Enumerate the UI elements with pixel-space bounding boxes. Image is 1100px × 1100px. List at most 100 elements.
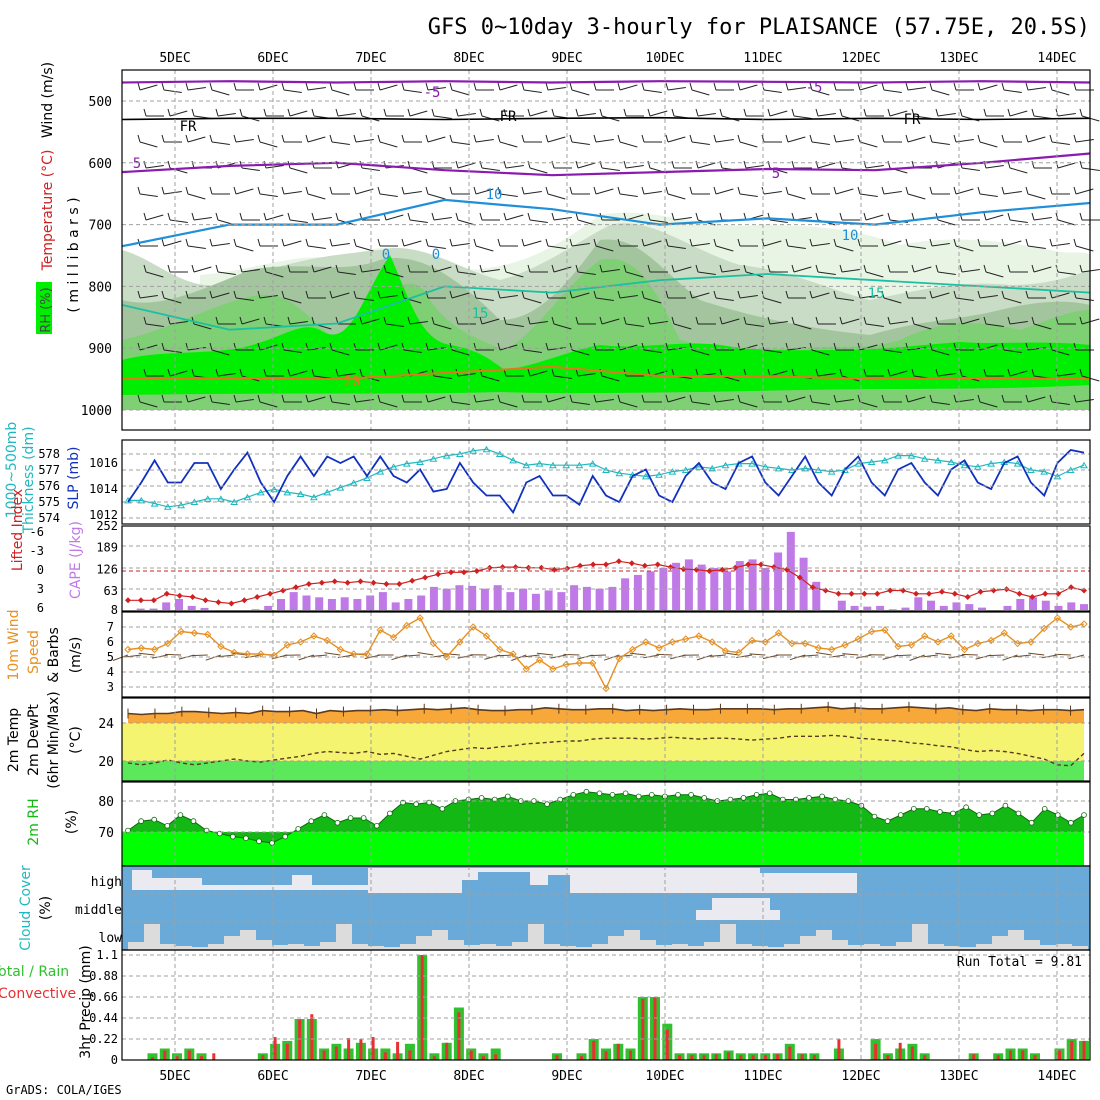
y-axis-label-speed: Speed xyxy=(26,630,42,674)
wind-barb-flag xyxy=(953,186,957,195)
lifted-index-point xyxy=(745,561,752,568)
wind-barb-flag xyxy=(167,368,171,377)
wind-barb-flag xyxy=(161,290,165,299)
wind-barb-flag xyxy=(857,290,861,299)
wind-speed-point xyxy=(628,645,637,654)
rh2m-point xyxy=(989,810,996,817)
wind-barb-flag xyxy=(665,394,669,403)
wind-barb xyxy=(499,141,518,148)
lifted-index-point xyxy=(977,588,984,595)
wind-barb-flag xyxy=(479,212,483,221)
wind-barb xyxy=(739,401,758,408)
wind-barb-flag xyxy=(479,316,483,325)
rh2m-point xyxy=(766,790,773,797)
wind-barb xyxy=(337,373,356,377)
convective-precip-bar xyxy=(261,1055,265,1060)
wind-speed-point xyxy=(575,659,584,667)
wind-barb-flag xyxy=(785,238,789,247)
convective-precip-bar xyxy=(1033,1055,1037,1060)
wind-barb-flag xyxy=(815,368,819,377)
wind-barb xyxy=(289,219,308,223)
wind-barb-flag xyxy=(791,264,795,273)
wind-barb-flag xyxy=(737,82,741,91)
convective-precip-bar xyxy=(212,1053,216,1060)
wind-barb xyxy=(385,214,404,221)
wind-barb-flag xyxy=(815,108,819,117)
wind-barb-flag xyxy=(881,394,885,403)
isotherm-label: FR xyxy=(500,109,517,125)
wind-barb-flag xyxy=(593,134,597,143)
cape-bar xyxy=(442,588,451,610)
convective-precip-bar xyxy=(886,1055,890,1060)
surface-wind-barb xyxy=(709,654,726,657)
wind-barb-flag xyxy=(545,394,549,403)
wind-barb-flag xyxy=(527,108,531,117)
wind-barb-flag xyxy=(623,316,627,325)
wind-barb-flag xyxy=(839,212,843,221)
wind-barb-flag xyxy=(857,238,861,247)
wind-barb-flag xyxy=(353,82,357,91)
wind-barb xyxy=(667,245,686,249)
low-cloud-block xyxy=(448,940,464,950)
wind-barb-flag xyxy=(449,134,453,143)
grid-lines xyxy=(122,70,1090,430)
precip-tick-label: 0.88 xyxy=(89,969,118,983)
wind-barb xyxy=(211,292,230,299)
wind-barb-flag xyxy=(473,134,477,143)
wind-barb-flag xyxy=(713,134,717,143)
wind-barb-flag xyxy=(1001,394,1005,403)
rh2m-point xyxy=(308,818,315,824)
high-cloud-block xyxy=(132,870,152,890)
rh2m-point xyxy=(897,812,904,818)
thickness-point xyxy=(402,460,411,467)
wind-barb xyxy=(355,188,374,195)
rh2m-point xyxy=(570,791,577,798)
rh2m-point xyxy=(596,790,603,797)
grid-lines xyxy=(122,612,1090,697)
wind-barb xyxy=(835,399,854,403)
lifted-index-point xyxy=(473,568,480,574)
wind-barb xyxy=(571,243,590,247)
wind-barb xyxy=(1027,87,1046,91)
wind-barb-flag xyxy=(569,342,573,351)
wind-barb-flag xyxy=(449,238,453,247)
wind-barb-flag xyxy=(167,212,171,221)
y-axis-label-wind: Wind (m/s) xyxy=(40,62,56,138)
convective-precip-bar xyxy=(273,1037,277,1060)
wind-barb-flag xyxy=(431,316,435,325)
wind-barb xyxy=(1057,162,1076,169)
wind-barb-flag xyxy=(911,108,915,117)
wind-barb-flag xyxy=(833,186,837,195)
lifted-index-point xyxy=(951,590,958,597)
convective-precip-bar xyxy=(310,1014,314,1060)
rh2m-point xyxy=(347,815,354,821)
wind-barb-flag xyxy=(281,82,285,91)
wind-barb xyxy=(673,323,692,330)
cape-tick-label: 189 xyxy=(96,541,118,555)
wind-speed-point xyxy=(416,614,424,622)
slp-tick-label: 1014 xyxy=(89,482,118,496)
wind-barb-flag xyxy=(401,134,405,143)
wind-barb-flag xyxy=(665,238,669,247)
wind-barb xyxy=(523,297,542,304)
lifted-index-point xyxy=(628,560,635,567)
wind-barb xyxy=(907,87,926,91)
low-cloud-block xyxy=(416,936,432,950)
wind-barb xyxy=(811,349,830,356)
wind-speed-point xyxy=(907,641,916,649)
wind-barb-flag xyxy=(335,108,339,117)
wind-barb xyxy=(481,167,500,171)
wind-barb-flag xyxy=(833,394,837,403)
wind-barb-flag xyxy=(695,316,699,325)
wind-barb xyxy=(1003,191,1022,195)
precip-tick-label: 0 xyxy=(111,1053,118,1067)
grid-lines xyxy=(122,950,1090,1060)
rh2m-point xyxy=(819,793,825,800)
surface-wind-barb xyxy=(656,653,673,656)
wind-barb-flag xyxy=(857,82,861,91)
cape-bar xyxy=(468,585,477,610)
wind-barb-flag xyxy=(881,82,885,91)
wind-barb xyxy=(547,87,566,91)
lifted-index-point xyxy=(422,574,429,581)
wind-barb-flag xyxy=(809,342,813,351)
